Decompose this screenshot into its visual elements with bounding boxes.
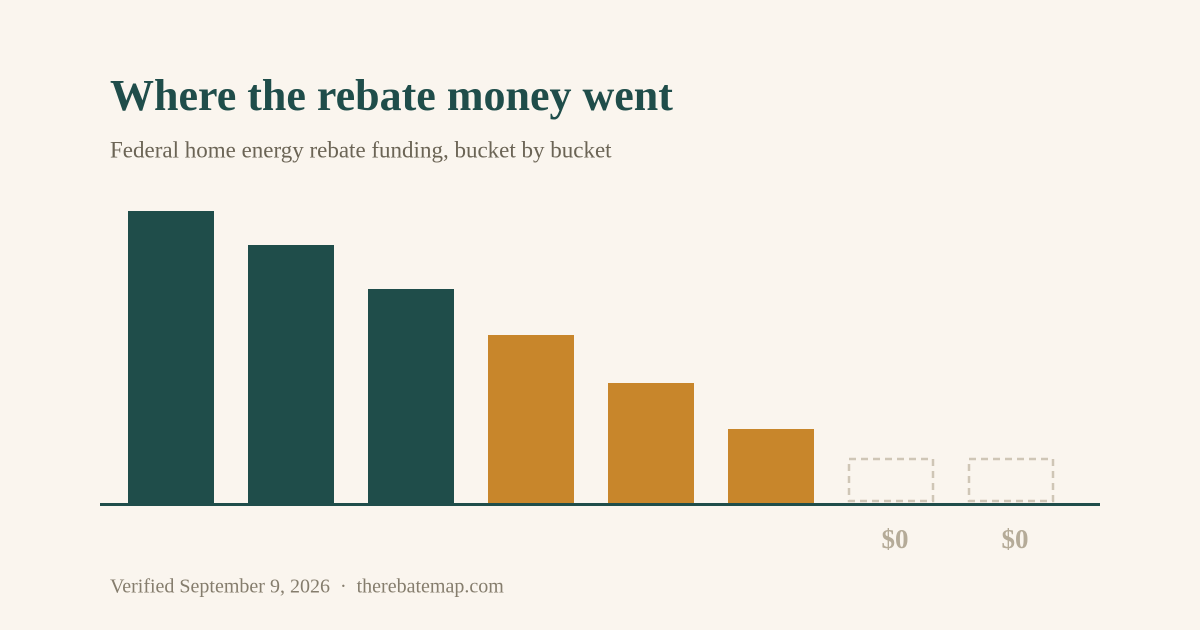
- bar: [608, 383, 694, 503]
- bar: [728, 429, 814, 503]
- chart-title: Where the rebate money went: [110, 71, 673, 120]
- bar: [488, 335, 574, 503]
- bar: [128, 211, 214, 503]
- bar: [368, 289, 454, 503]
- value-label: $0: [1002, 524, 1029, 554]
- value-label: $0: [882, 524, 909, 554]
- chart-subtitle: Federal home energy rebate funding, buck…: [110, 137, 612, 162]
- bar: [248, 245, 334, 503]
- zero-placeholder: [967, 457, 1055, 503]
- zero-placeholder: [847, 457, 935, 503]
- footer: Verified September 9, 2026 · therebatema…: [110, 576, 504, 598]
